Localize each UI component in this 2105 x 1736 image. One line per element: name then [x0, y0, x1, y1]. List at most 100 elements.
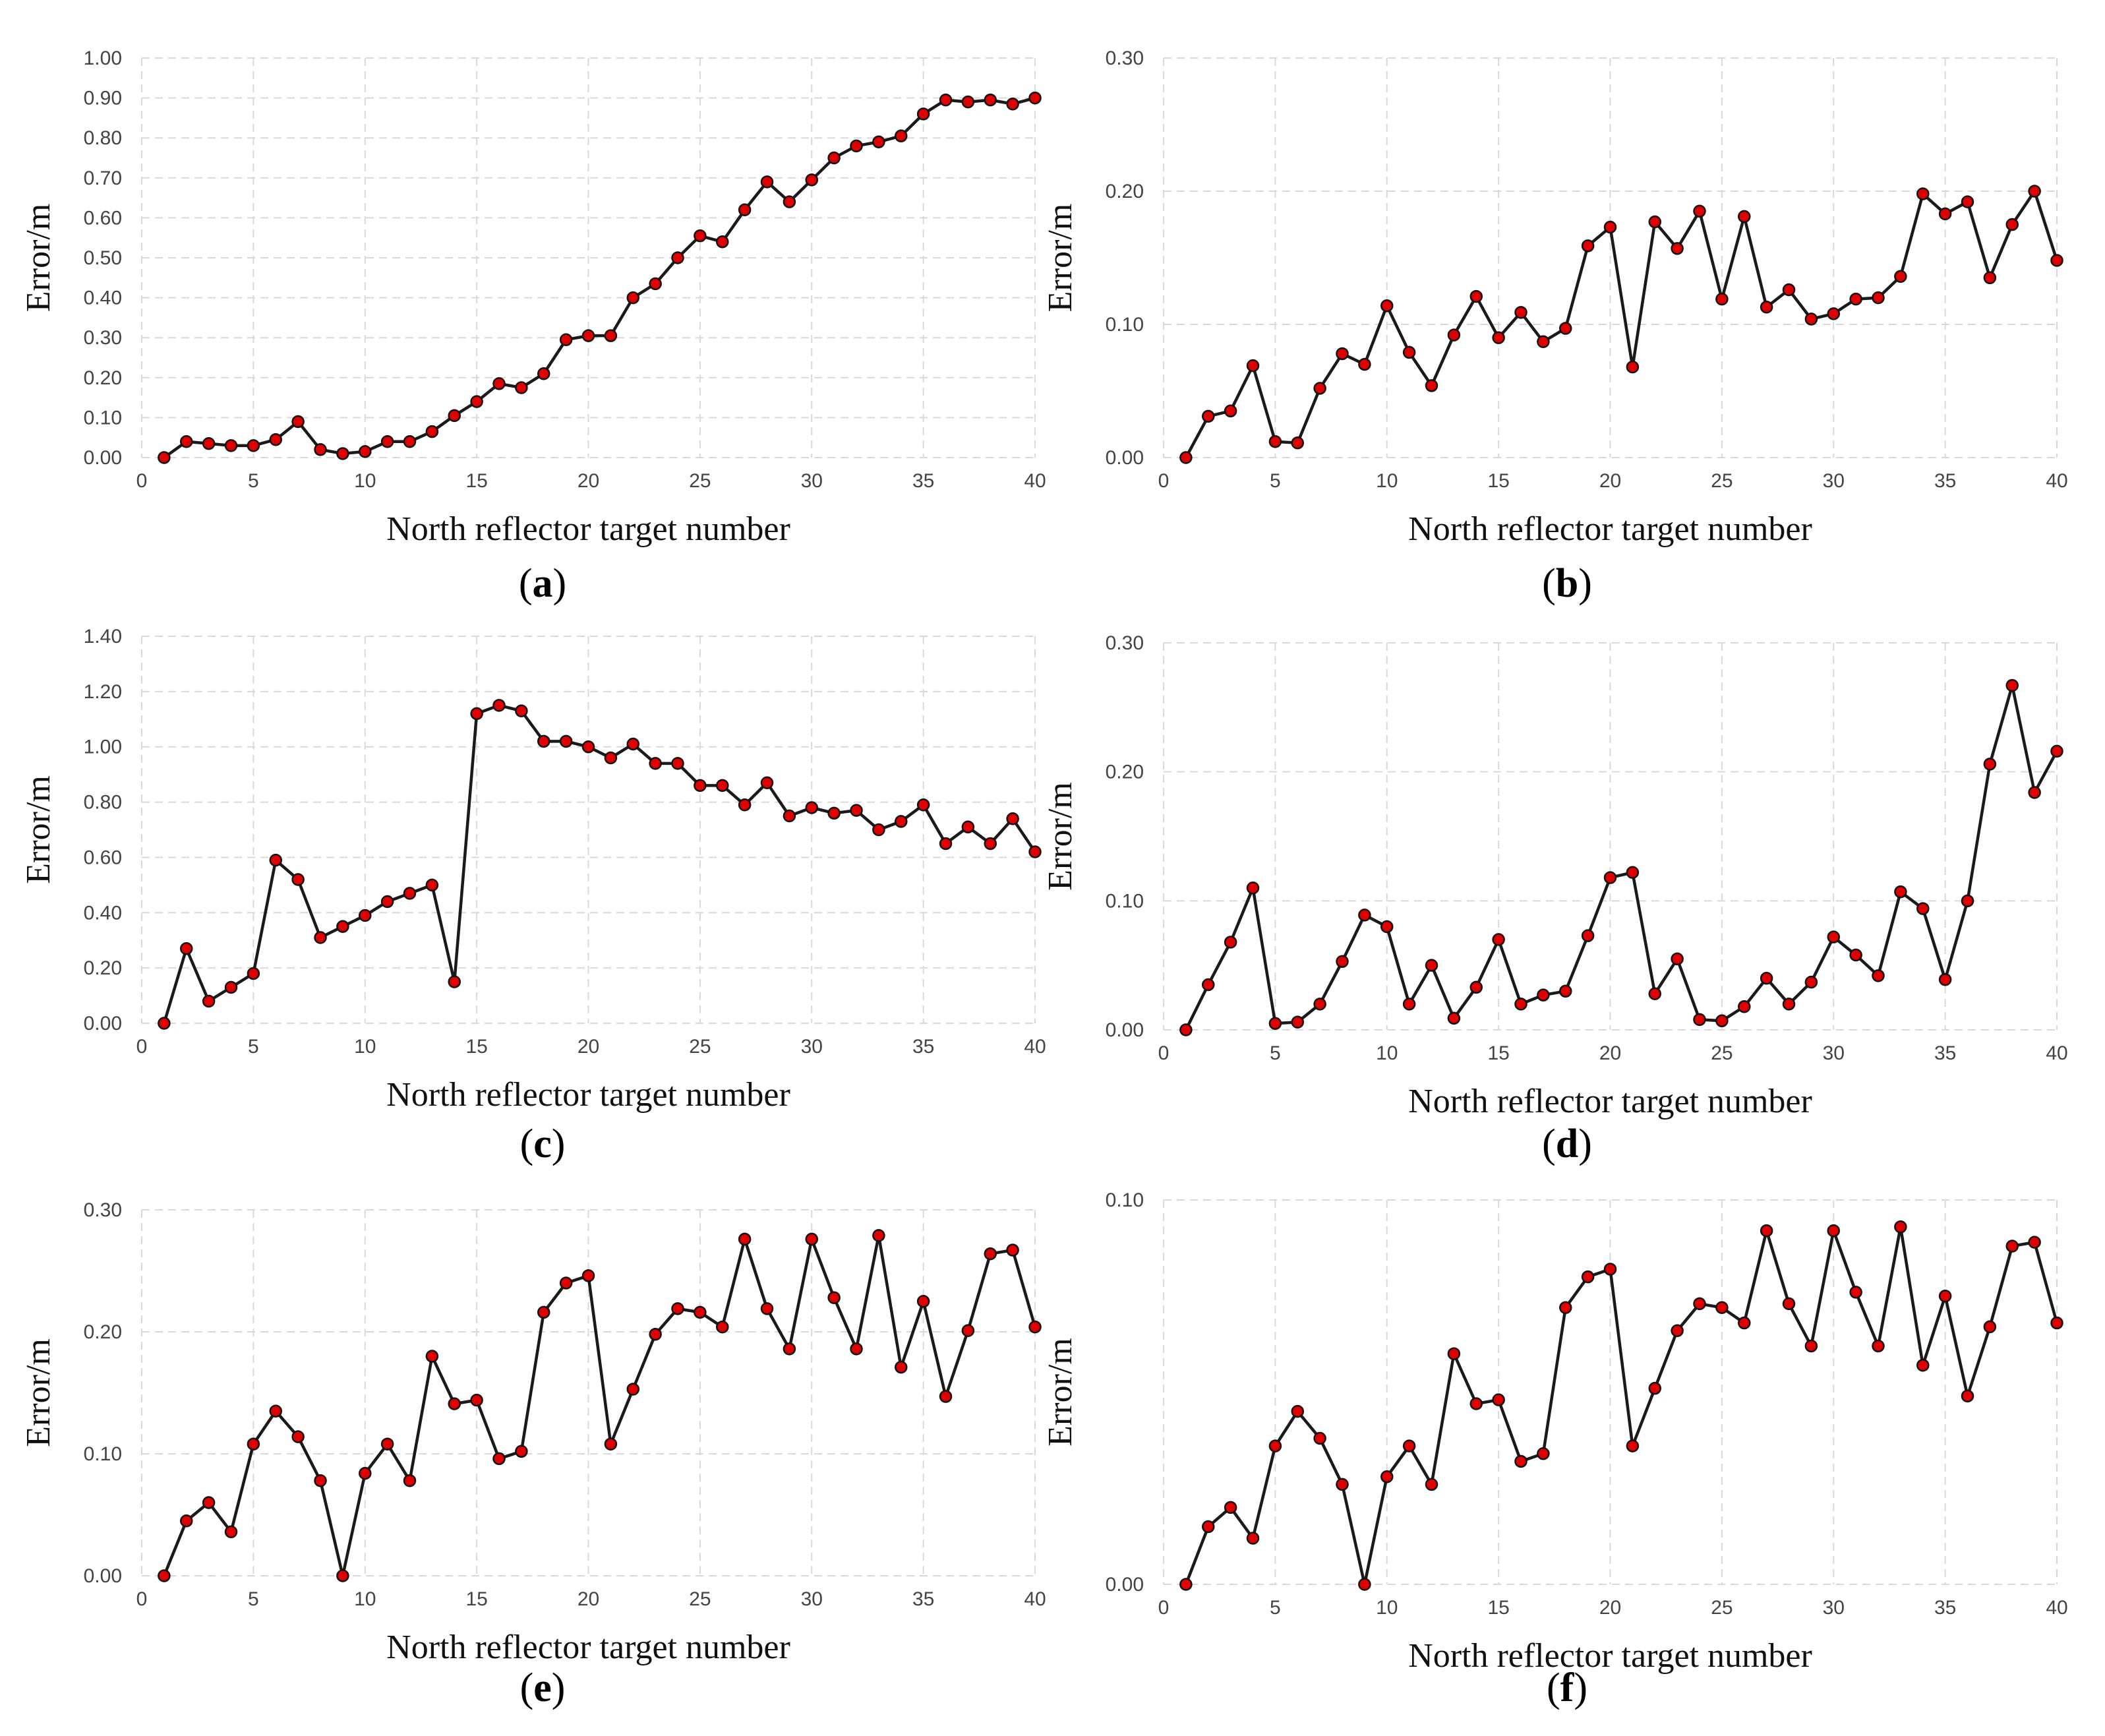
data-point: [1537, 1447, 1550, 1460]
data-point: [158, 1569, 171, 1582]
data-point: [1648, 987, 1661, 1000]
data-point: [1006, 97, 1019, 111]
x-tick-label: 0: [1158, 1597, 1170, 1619]
data-point: [626, 291, 639, 305]
data-point: [1028, 845, 1042, 858]
data-point: [1603, 1263, 1617, 1276]
data-point: [425, 1350, 439, 1363]
data-point: [1559, 1301, 1572, 1314]
data-point: [202, 994, 216, 1008]
data-point: [425, 425, 439, 438]
y-axis-label: Error/m: [20, 204, 57, 313]
series-line: [163, 96, 1036, 459]
y-tick-label: 0.20: [1106, 762, 1144, 783]
data-point: [626, 1383, 639, 1396]
data-point: [2005, 1240, 2019, 1253]
data-point: [850, 139, 863, 153]
x-tick-label: 10: [354, 470, 376, 492]
data-point: [202, 1496, 216, 1509]
y-tick-label: 0.80: [84, 792, 122, 814]
data-point: [2050, 254, 2063, 267]
data-point: [380, 895, 394, 909]
y-tick-label: 0.10: [84, 407, 122, 429]
x-tick-label: 20: [578, 1588, 599, 1610]
x-axis-label: North reflector target number: [386, 1629, 790, 1666]
chart-f: 0 5 10 15 20 25 30 35 40 0.00 0.10 North reflector …: [1042, 1189, 2068, 1675]
data-point: [1983, 271, 1997, 285]
x-tick-label: 20: [578, 470, 599, 492]
x-tick-label: 30: [1823, 470, 1845, 492]
data-point: [939, 837, 953, 851]
x-tick-label: 10: [354, 1036, 376, 1058]
data-point: [783, 1342, 796, 1356]
data-point: [827, 1291, 841, 1304]
data-point: [247, 967, 260, 980]
data-point: [1202, 409, 1215, 423]
data-point: [805, 173, 818, 187]
data-point: [1402, 345, 1416, 359]
panel-label-a: (a): [518, 561, 567, 606]
data-point: [269, 853, 282, 867]
series-line: [1184, 189, 2059, 459]
data-point: [850, 1342, 863, 1356]
x-tick-label: 0: [136, 1036, 148, 1058]
data-point: [336, 447, 349, 460]
data-point: [403, 435, 417, 448]
data-point: [158, 451, 171, 464]
data-point: [738, 203, 752, 217]
data-point: [916, 798, 930, 812]
series-line: [1184, 684, 2058, 1031]
data-point: [805, 801, 818, 814]
y-tick-label: 0.20: [84, 367, 122, 389]
data-point: [1738, 210, 1751, 224]
x-tick-label: 5: [248, 1588, 259, 1610]
data-point: [1581, 1270, 1595, 1284]
x-tick-label: 5: [1270, 470, 1281, 492]
data-point: [1626, 866, 1640, 880]
x-tick-label: 35: [1934, 1597, 1956, 1619]
data-point: [1581, 929, 1595, 942]
data-point: [2028, 185, 2041, 198]
data-point: [649, 757, 662, 770]
data-point: [1626, 1439, 1640, 1452]
series-line: [162, 1234, 1037, 1578]
data-point: [1715, 1301, 1729, 1314]
data-point: [1291, 1015, 1304, 1029]
y-tick-label: 1.00: [84, 736, 122, 758]
data-point: [1938, 973, 1952, 986]
data-point: [1246, 1532, 1260, 1545]
x-tick-label: 10: [1376, 470, 1398, 492]
x-tick-label: 5: [1270, 1042, 1281, 1064]
data-point: [1291, 1404, 1304, 1418]
data-point: [537, 1305, 550, 1319]
data-point: [380, 435, 394, 448]
data-point: [448, 409, 461, 423]
data-point: [604, 751, 618, 765]
data-point: [1872, 291, 1885, 305]
data-point: [1514, 998, 1527, 1011]
y-tick-label: 0.30: [84, 1199, 122, 1221]
data-point: [850, 804, 863, 817]
x-tick-label: 30: [1823, 1597, 1845, 1619]
data-point: [359, 909, 372, 922]
data-point: [1028, 91, 1042, 105]
y-tick-label: 0.50: [84, 247, 122, 269]
x-tick-label: 0: [136, 1588, 148, 1610]
panel-label-f: (f): [1547, 1665, 1587, 1710]
panel-label-b: (b): [1542, 561, 1592, 606]
data-point: [1246, 359, 1260, 373]
x-axis-label: North reflector target number: [1408, 1083, 1812, 1120]
data-point: [224, 1525, 238, 1539]
data-point: [1849, 292, 1862, 306]
data-point: [581, 329, 595, 342]
y-axis-label: Error/m: [20, 1338, 57, 1447]
data-point: [1537, 335, 1550, 349]
data-point: [314, 1474, 327, 1487]
x-tick-label: 25: [1711, 1597, 1733, 1619]
series-line: [162, 703, 1036, 1024]
x-tick-label: 40: [1024, 1036, 1046, 1058]
data-point: [1313, 998, 1326, 1011]
data-point: [1693, 1297, 1706, 1311]
x-tick-label: 0: [1158, 1042, 1170, 1064]
data-point: [1202, 978, 1215, 992]
